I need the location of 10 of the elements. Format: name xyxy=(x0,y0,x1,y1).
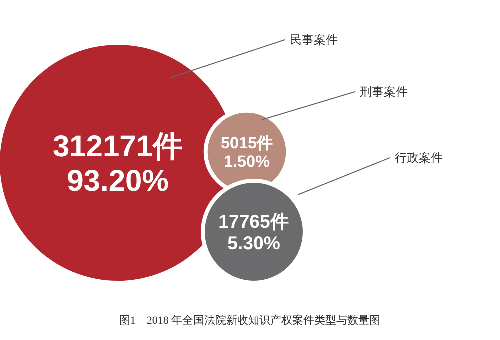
data-label: 5.30% xyxy=(228,232,281,254)
data-label: 17765件 xyxy=(218,211,290,232)
category-label: 行政案件 xyxy=(395,151,443,165)
data-label: 1.50% xyxy=(224,153,270,172)
data-label: 5015件 xyxy=(220,134,274,153)
category-label: 民事案件 xyxy=(290,33,338,47)
caption: 图1 2018 年全国法院新收知识产权案件类型与数量图 xyxy=(119,314,381,327)
data-label: 93.20% xyxy=(67,165,169,198)
category-label: 刑事案件 xyxy=(360,85,408,99)
data-label: 312171件 xyxy=(52,130,184,164)
